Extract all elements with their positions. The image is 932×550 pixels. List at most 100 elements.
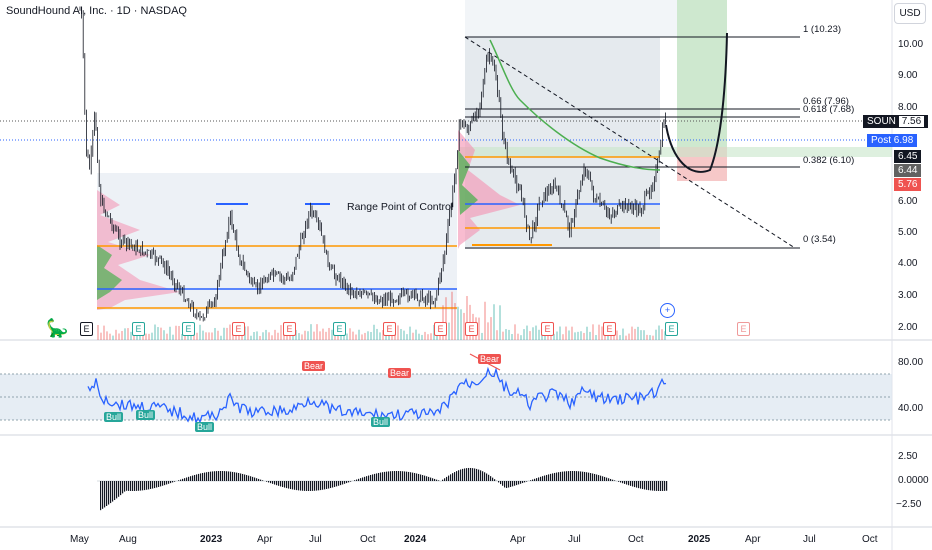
macd-bar [346, 481, 348, 484]
macd-bar [234, 472, 236, 481]
earnings-marker[interactable]: E [434, 322, 447, 336]
earnings-marker[interactable]: E [182, 322, 195, 336]
volume-bar [412, 332, 414, 340]
macd-bar [324, 481, 326, 490]
volume-bar [535, 325, 537, 340]
macd-bar [414, 473, 416, 481]
earnings-marker[interactable]: E [665, 322, 678, 336]
volume-bar [100, 332, 102, 340]
projection-curve [665, 32, 728, 173]
volume-bar [553, 333, 555, 340]
macd-bar [108, 481, 110, 505]
macd-bar [594, 473, 596, 481]
macd-bar [434, 478, 436, 481]
volume-bar [118, 333, 120, 340]
macd-bar [164, 481, 166, 486]
macd-bar [400, 471, 402, 481]
macd-bar [338, 481, 340, 486]
earnings-marker[interactable]: E [383, 322, 396, 336]
macd-bar [426, 476, 428, 481]
macd-bar [260, 479, 262, 481]
macd-bar [530, 480, 532, 481]
volume-bar [190, 335, 192, 340]
volume-bar [229, 324, 231, 340]
macd-bar [602, 476, 604, 481]
volume-bar [646, 334, 648, 340]
macd-bar [618, 481, 620, 482]
macd-bar [278, 481, 280, 486]
macd-bar [586, 472, 588, 481]
earnings-marker[interactable]: E [465, 322, 478, 336]
volume-bar [310, 324, 312, 340]
macd-bar [418, 473, 420, 481]
macd-bar [630, 481, 632, 486]
macd-bar [508, 481, 510, 488]
volume-bar [367, 331, 369, 340]
volume-bar [376, 328, 378, 340]
volume-bar [622, 328, 624, 340]
price-tick: 3.00 [898, 290, 918, 301]
volume-bar [115, 329, 117, 340]
bull-label: Bull [104, 412, 124, 422]
volume-bar [208, 332, 210, 340]
macd-bar [446, 476, 448, 481]
volume-bar [523, 329, 525, 340]
earnings-marker[interactable]: E [232, 322, 245, 336]
macd-bar [170, 481, 172, 484]
earnings-marker[interactable]: E [132, 322, 145, 336]
fib-label: 0.382 (6.10) [803, 155, 855, 166]
macd-bar [534, 478, 536, 481]
volume-bar [454, 303, 456, 340]
macd-bar [370, 474, 372, 481]
earnings-marker[interactable]: E [603, 322, 616, 336]
macd-bar [512, 481, 514, 487]
macd-bar [634, 481, 636, 488]
symbol-title[interactable]: SoundHound AI, Inc. · 1D · NASDAQ [6, 5, 187, 17]
volume-bar [460, 309, 462, 340]
macd-bar [384, 471, 386, 481]
earnings-marker[interactable]: E [283, 322, 296, 336]
bear-label: Bear [478, 354, 502, 364]
earnings-marker[interactable]: E [333, 322, 346, 336]
currency-button[interactable]: USD [894, 3, 926, 24]
macd-bar [454, 472, 456, 481]
macd-bar [588, 472, 590, 481]
macd-bar [516, 481, 518, 486]
range-poc-annotation[interactable]: Range Point of Control [347, 201, 454, 213]
post-price-tag: Post 6.98 [867, 134, 918, 147]
volume-bar [589, 331, 591, 340]
event-icon[interactable]: + [660, 303, 675, 318]
macd-bar [392, 471, 394, 481]
macd-bar [110, 481, 112, 504]
volume-bar [193, 334, 195, 340]
macd-bar [380, 472, 382, 481]
macd-tick: 2.50 [898, 451, 918, 462]
earnings-marker[interactable]: E [80, 322, 93, 336]
price-tick: 9.00 [898, 70, 918, 81]
macd-bar [412, 472, 414, 481]
volume-bar [625, 335, 627, 340]
volume-bar [253, 332, 255, 340]
macd-bar [660, 481, 662, 491]
volume-bar [247, 326, 249, 340]
volume-bar [430, 333, 432, 340]
macd-bar [598, 475, 600, 481]
macd-bar [610, 478, 612, 481]
macd-bar [402, 471, 404, 481]
macd-bar [396, 471, 398, 481]
volume-bar [415, 329, 417, 340]
macd-bar [362, 477, 364, 481]
macd-bar [266, 481, 268, 482]
macd-bar [646, 481, 648, 490]
volume-bar [256, 331, 258, 340]
macd-bar [482, 471, 484, 481]
earnings-marker[interactable]: E [541, 322, 554, 336]
earnings-marker[interactable]: E [737, 322, 750, 336]
macd-bar [282, 481, 284, 488]
volume-bar [487, 322, 489, 340]
macd-bar [430, 477, 432, 481]
macd-bar [390, 471, 392, 481]
macd-bar [444, 478, 446, 481]
